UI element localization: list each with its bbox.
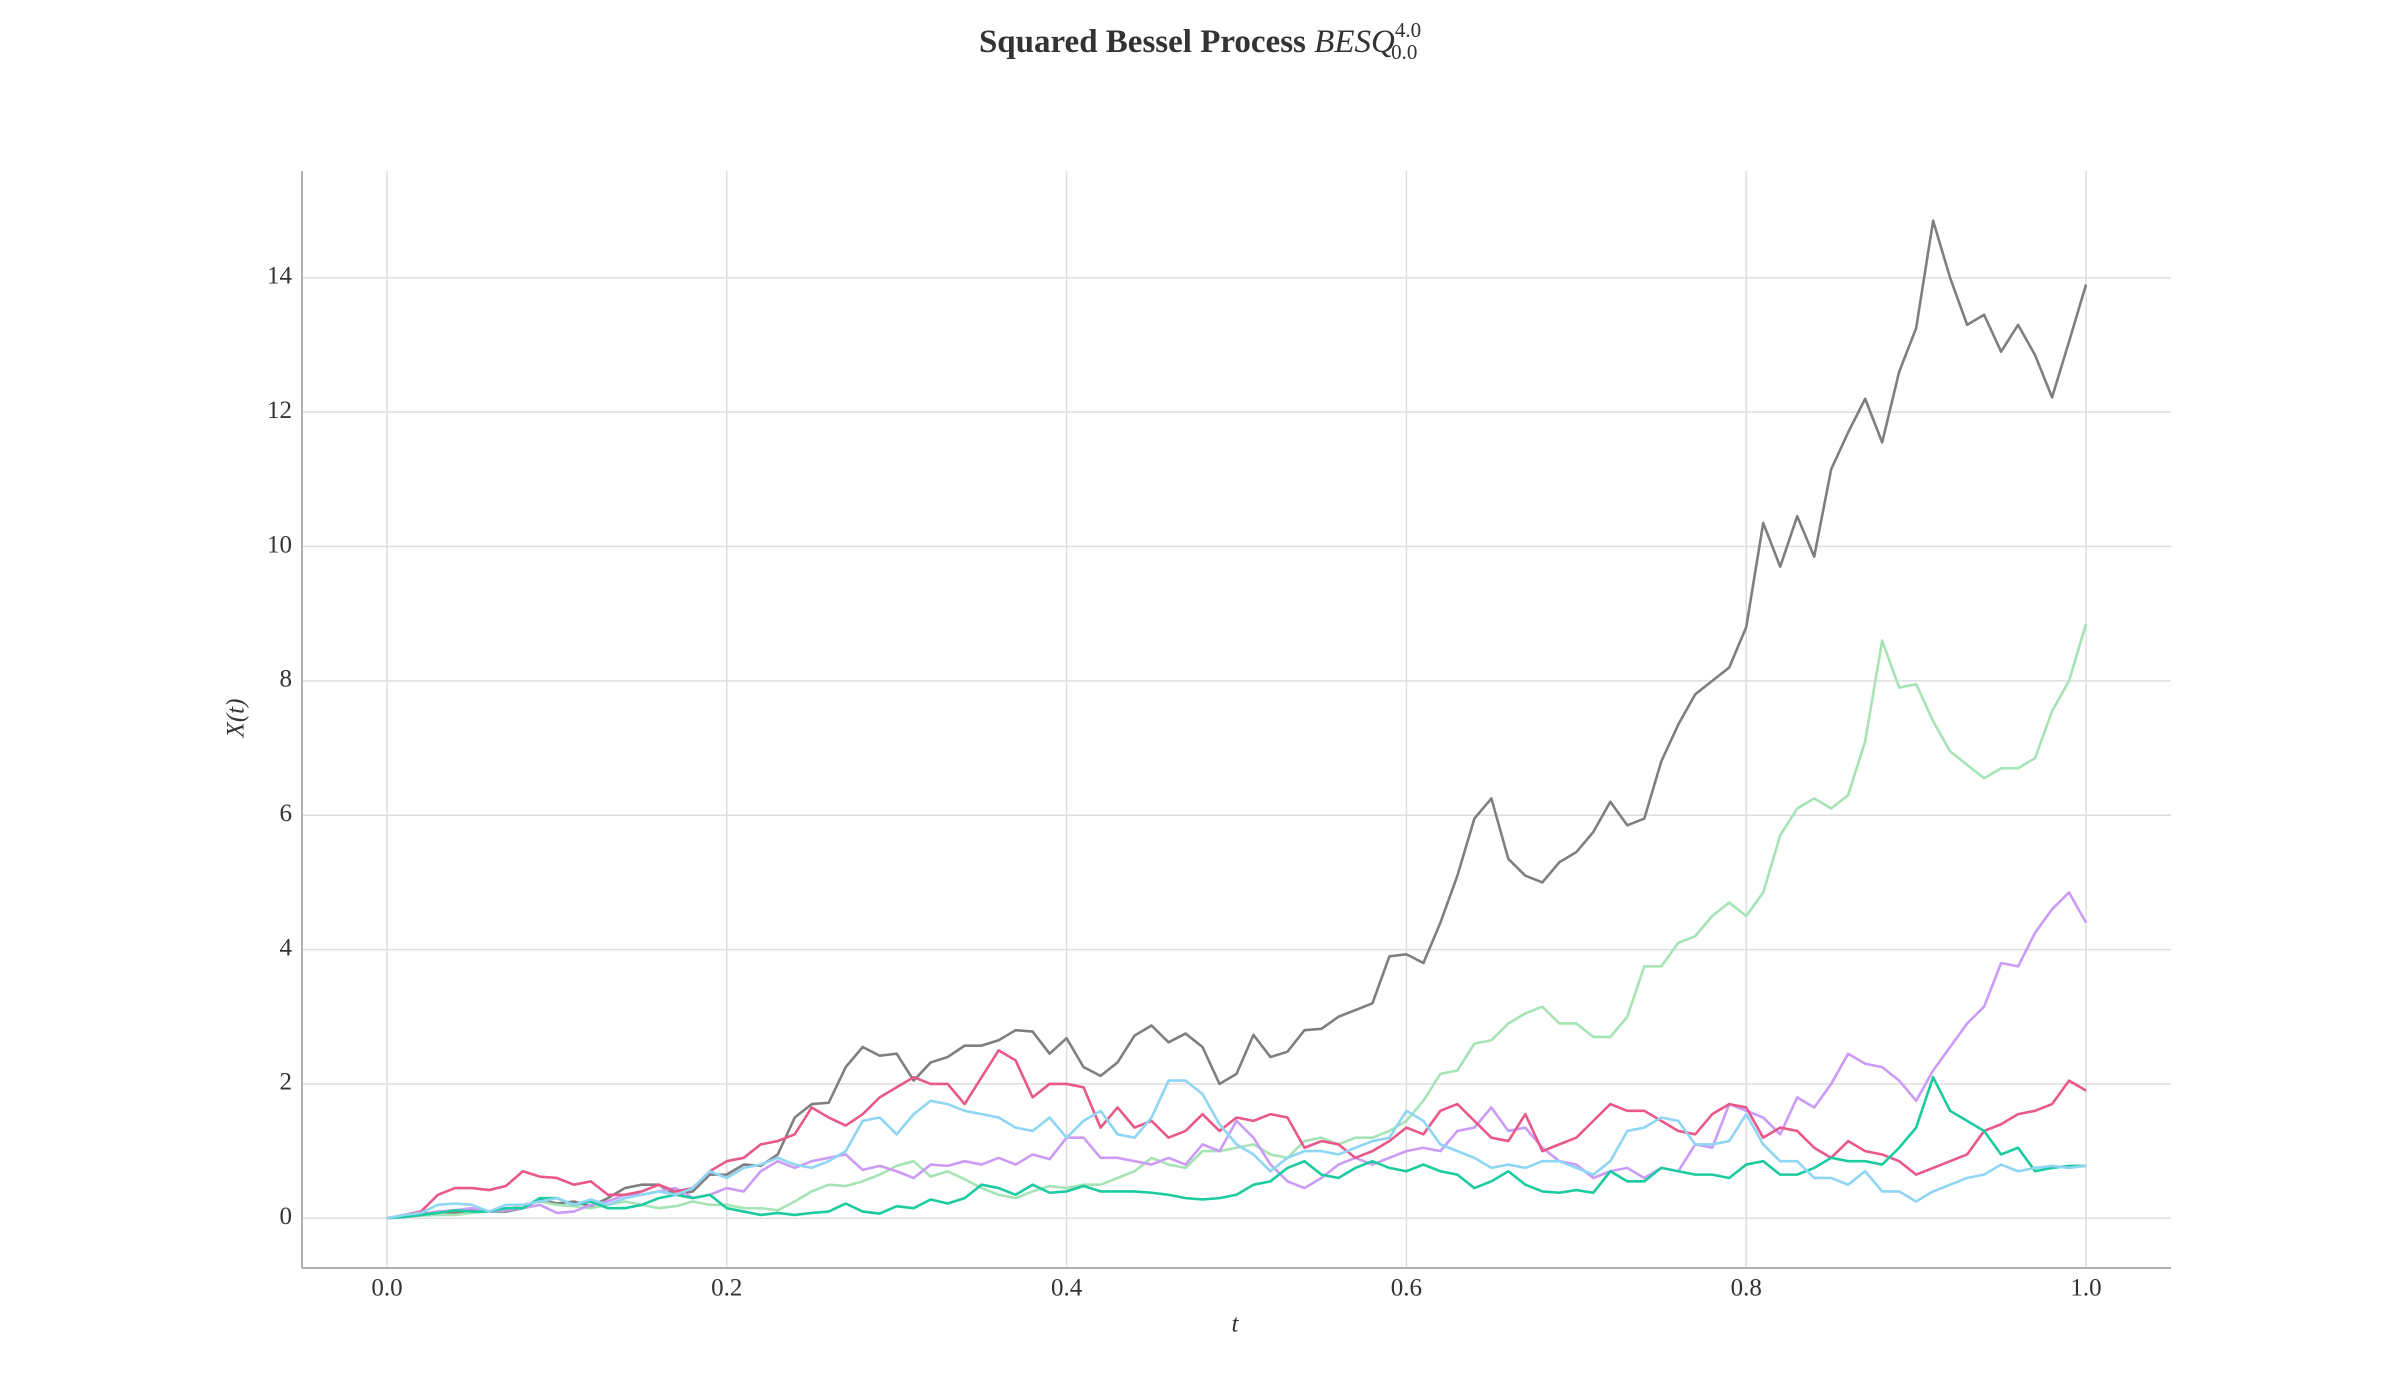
series-line — [386, 1079, 2087, 1220]
y-tick-label: 0 — [280, 1203, 293, 1230]
y-tick-label: 12 — [267, 397, 292, 424]
y-tick-label: 6 — [280, 800, 293, 827]
x-tick-label: 0.4 — [1051, 1275, 1083, 1302]
series-line — [386, 1075, 2087, 1220]
x-tick-label: 1.0 — [2070, 1275, 2101, 1302]
title-math-base: BESQ — [1314, 24, 1395, 60]
series-line — [386, 1049, 2087, 1220]
x-tick-label: 0.2 — [711, 1275, 742, 1302]
y-tick-label: 8 — [280, 666, 293, 693]
x-axis-label: t — [1232, 1311, 1240, 1338]
y-axis-label: X(t) — [223, 699, 250, 739]
chart-title: Squared Bessel Process BESQ4.0 0.0 — [979, 18, 1421, 64]
title-math-sup: 4.0 — [1395, 18, 1421, 42]
y-tick-label: 10 — [267, 531, 292, 558]
title-text: Squared Bessel Process — [979, 24, 1306, 60]
x-tick-label: 0.0 — [371, 1275, 402, 1302]
series-line — [386, 219, 2088, 1220]
y-tick-label: 2 — [280, 1069, 293, 1096]
y-tick-label: 4 — [280, 934, 293, 961]
x-tick-label: 0.6 — [1391, 1275, 1422, 1302]
series-line — [386, 891, 2088, 1220]
y-tick-label: 14 — [267, 263, 293, 290]
series-line — [386, 623, 2088, 1220]
x-tick-label: 0.8 — [1731, 1275, 1762, 1302]
title-math-sub: 0.0 — [1391, 40, 1417, 64]
